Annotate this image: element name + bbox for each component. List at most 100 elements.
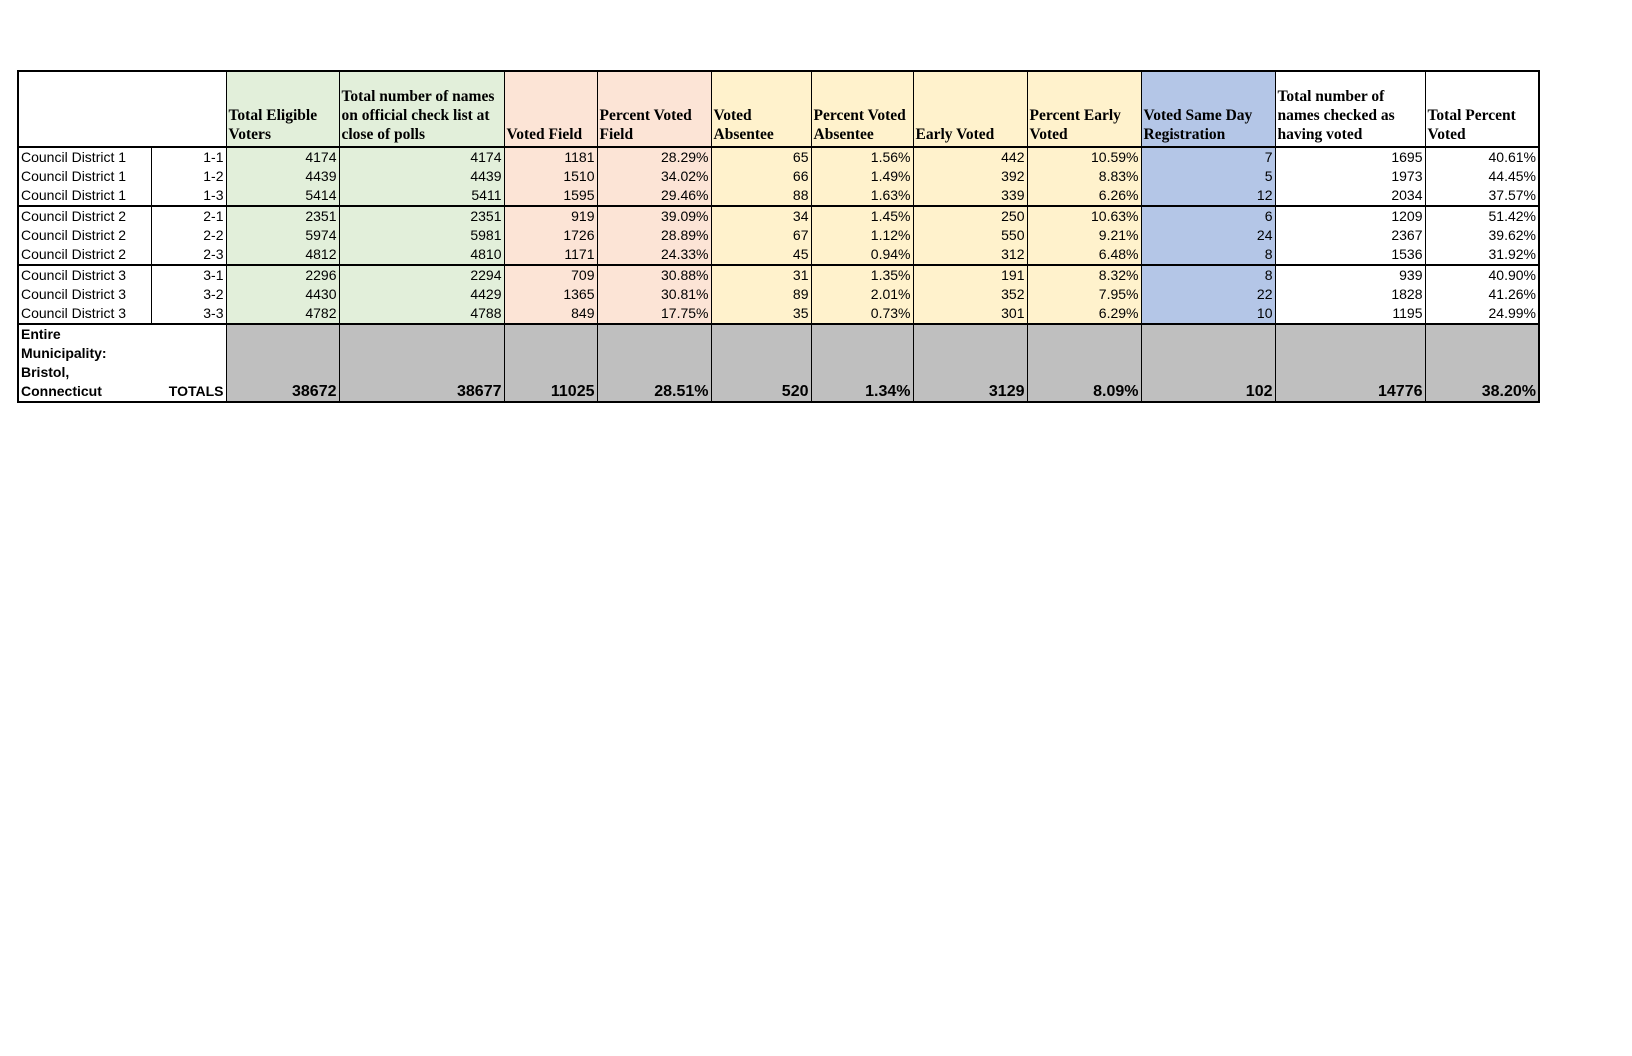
table-row: Council District 2 2-3 4812 4810 1171 24.33% 4… bbox=[17, 245, 1540, 266]
cell-precinct: 1-3 bbox=[150, 186, 227, 207]
cell-names-checked-voted: 1828 bbox=[1274, 285, 1426, 304]
table-row: Council District 2 2-1 2351 2351 919 39.09% 34… bbox=[17, 206, 1540, 226]
table-row: Council District 3 3-3 4782 4788 849 17.75% 35… bbox=[17, 304, 1540, 325]
cell-voted-same-day-registration: 5 bbox=[1140, 167, 1276, 186]
cell-total-percent-voted: 31.92% bbox=[1424, 245, 1540, 266]
totals-row: Entire Municipality: Bristol, Connecticu… bbox=[17, 324, 1540, 402]
cell-names-on-checklist: 2294 bbox=[338, 265, 505, 285]
total-percent-voted-absentee: 1.34% bbox=[810, 324, 914, 402]
cell-names-checked-voted: 2367 bbox=[1274, 226, 1426, 245]
cell-percent-early-voted: 10.63% bbox=[1026, 206, 1142, 226]
cell-percent-early-voted: 7.95% bbox=[1026, 285, 1142, 304]
cell-voted-same-day-registration: 8 bbox=[1140, 245, 1276, 266]
total-early-voted: 3129 bbox=[912, 324, 1028, 402]
cell-voted-absentee: 31 bbox=[710, 265, 812, 285]
cell-district: Council District 1 bbox=[17, 147, 152, 167]
cell-percent-early-voted: 8.83% bbox=[1026, 167, 1142, 186]
cell-voted-same-day-registration: 10 bbox=[1140, 304, 1276, 325]
cell-total-percent-voted: 40.90% bbox=[1424, 265, 1540, 285]
cell-names-on-checklist: 4788 bbox=[338, 304, 505, 325]
cell-voted-absentee: 65 bbox=[710, 147, 812, 167]
total-voted-absentee: 520 bbox=[710, 324, 812, 402]
cell-precinct: 2-2 bbox=[150, 226, 227, 245]
cell-district: Council District 3 bbox=[17, 265, 152, 285]
cell-names-on-checklist: 4810 bbox=[338, 245, 505, 266]
cell-percent-voted-absentee: 2.01% bbox=[810, 285, 914, 304]
cell-total-percent-voted: 44.45% bbox=[1424, 167, 1540, 186]
cell-names-on-checklist: 4439 bbox=[338, 167, 505, 186]
cell-voted-same-day-registration: 24 bbox=[1140, 226, 1276, 245]
cell-precinct: 1-2 bbox=[150, 167, 227, 186]
cell-early-voted: 442 bbox=[912, 147, 1028, 167]
cell-voted-field: 709 bbox=[503, 265, 598, 285]
cell-percent-voted-absentee: 0.73% bbox=[810, 304, 914, 325]
table-row: Council District 1 1-2 4439 4439 1510 34.02% 6… bbox=[17, 167, 1540, 186]
cell-early-voted: 312 bbox=[912, 245, 1028, 266]
cell-percent-voted-field: 17.75% bbox=[596, 304, 712, 325]
cell-percent-voted-absentee: 1.63% bbox=[810, 186, 914, 207]
cell-voted-absentee: 67 bbox=[710, 226, 812, 245]
cell-total-percent-voted: 37.57% bbox=[1424, 186, 1540, 207]
cell-total-percent-voted: 41.26% bbox=[1424, 285, 1540, 304]
cell-voted-absentee: 88 bbox=[710, 186, 812, 207]
cell-total-eligible-voters: 4174 bbox=[225, 147, 340, 167]
cell-voted-field: 919 bbox=[503, 206, 598, 226]
cell-percent-voted-absentee: 1.49% bbox=[810, 167, 914, 186]
cell-percent-early-voted: 6.48% bbox=[1026, 245, 1142, 266]
cell-precinct: 3-3 bbox=[150, 304, 227, 325]
cell-percent-voted-field: 34.02% bbox=[596, 167, 712, 186]
cell-percent-voted-absentee: 1.56% bbox=[810, 147, 914, 167]
cell-total-eligible-voters: 4782 bbox=[225, 304, 340, 325]
cell-total-eligible-voters: 5974 bbox=[225, 226, 340, 245]
cell-percent-early-voted: 8.32% bbox=[1026, 265, 1142, 285]
cell-percent-voted-absentee: 0.94% bbox=[810, 245, 914, 266]
cell-district: Council District 2 bbox=[17, 245, 152, 266]
header-percent-voted-absentee: Percent Voted Absentee bbox=[810, 70, 914, 148]
cell-names-checked-voted: 1695 bbox=[1274, 147, 1426, 167]
voter-turnout-table: Total Eligible Voters Total number of nam… bbox=[17, 70, 1540, 403]
cell-total-eligible-voters: 4439 bbox=[225, 167, 340, 186]
cell-district: Council District 1 bbox=[17, 186, 152, 207]
header-voted-field: Voted Field bbox=[503, 70, 598, 148]
total-percent-voted-field: 28.51% bbox=[596, 324, 712, 402]
cell-names-on-checklist: 4429 bbox=[338, 285, 505, 304]
cell-total-percent-voted: 40.61% bbox=[1424, 147, 1540, 167]
table-row: Council District 2 2-2 5974 5981 1726 28.89% 6… bbox=[17, 226, 1540, 245]
cell-precinct: 1-1 bbox=[150, 147, 227, 167]
table-row: Council District 3 3-1 2296 2294 709 30.88% 31… bbox=[17, 265, 1540, 285]
cell-names-checked-voted: 1209 bbox=[1274, 206, 1426, 226]
cell-voted-field: 1171 bbox=[503, 245, 598, 266]
cell-voted-same-day-registration: 7 bbox=[1140, 147, 1276, 167]
cell-percent-early-voted: 9.21% bbox=[1026, 226, 1142, 245]
cell-percent-voted-field: 24.33% bbox=[596, 245, 712, 266]
cell-names-checked-voted: 1195 bbox=[1274, 304, 1426, 325]
cell-voted-field: 1510 bbox=[503, 167, 598, 186]
cell-early-voted: 191 bbox=[912, 265, 1028, 285]
cell-early-voted: 250 bbox=[912, 206, 1028, 226]
cell-voted-field: 1726 bbox=[503, 226, 598, 245]
table-row: Council District 1 1-3 5414 5411 1595 29.46% 8… bbox=[17, 186, 1540, 207]
header-row: Total Eligible Voters Total number of nam… bbox=[17, 70, 1540, 148]
cell-district: Council District 1 bbox=[17, 167, 152, 186]
header-voted-same-day-registration: Voted Same Day Registration bbox=[1140, 70, 1276, 148]
cell-early-voted: 392 bbox=[912, 167, 1028, 186]
cell-voted-absentee: 45 bbox=[710, 245, 812, 266]
total-district: Entire Municipality: Bristol, Connecticu… bbox=[17, 324, 151, 402]
total-percent-early-voted: 8.09% bbox=[1026, 324, 1142, 402]
header-names-on-checklist: Total number of names on official check … bbox=[338, 70, 505, 148]
cell-percent-voted-field: 28.89% bbox=[596, 226, 712, 245]
cell-names-checked-voted: 1973 bbox=[1274, 167, 1426, 186]
cell-percent-voted-field: 30.81% bbox=[596, 285, 712, 304]
cell-voted-same-day-registration: 8 bbox=[1140, 265, 1276, 285]
cell-voted-same-day-registration: 6 bbox=[1140, 206, 1276, 226]
cell-total-eligible-voters: 2351 bbox=[225, 206, 340, 226]
total-total-eligible-voters: 38672 bbox=[225, 324, 340, 402]
cell-voted-absentee: 34 bbox=[710, 206, 812, 226]
cell-voted-field: 1181 bbox=[503, 147, 598, 167]
total-voted-same-day-registration: 102 bbox=[1140, 324, 1276, 402]
cell-names-checked-voted: 2034 bbox=[1274, 186, 1426, 207]
cell-early-voted: 352 bbox=[912, 285, 1028, 304]
total-voted-field: 11025 bbox=[503, 324, 598, 402]
header-voted-absentee: Voted Absentee bbox=[710, 70, 812, 148]
cell-total-eligible-voters: 4430 bbox=[225, 285, 340, 304]
